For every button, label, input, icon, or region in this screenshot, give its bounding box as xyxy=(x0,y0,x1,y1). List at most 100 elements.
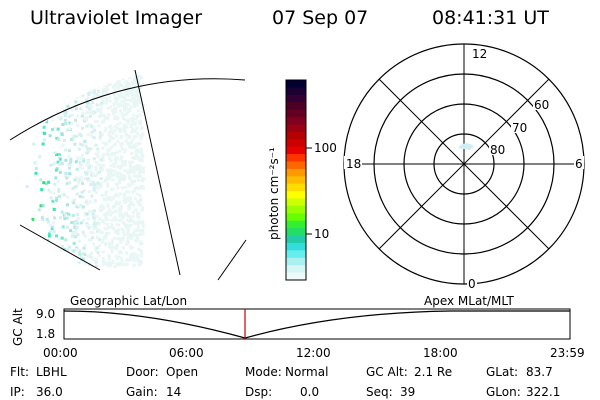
emission-pixel xyxy=(113,108,116,112)
emission-pixel xyxy=(80,167,84,171)
emission-pixel xyxy=(128,176,131,180)
emission-pixel xyxy=(79,107,83,111)
emission-pixel xyxy=(123,126,127,130)
emission-pixel xyxy=(135,103,139,107)
emission-pixel xyxy=(76,86,80,90)
emission-pixel xyxy=(83,70,87,72)
emission-pixel xyxy=(138,66,141,69)
polar-label-bg-80 xyxy=(489,142,507,155)
emission-pixel xyxy=(118,201,122,205)
emission-pixel xyxy=(100,156,104,159)
emission-pixel xyxy=(109,213,113,217)
emission-pixel xyxy=(101,93,105,97)
time-label: 08:41:31 UT xyxy=(432,7,549,29)
emission-pixel xyxy=(57,237,61,241)
emission-pixel xyxy=(91,96,95,100)
emission-pixel xyxy=(132,264,136,267)
emission-pixel xyxy=(76,181,80,185)
emission-pixel xyxy=(61,80,65,84)
emission-pixel xyxy=(134,142,138,146)
emission-pixel xyxy=(141,166,145,170)
emission-pixel xyxy=(36,264,40,268)
emission-pixel xyxy=(83,234,87,238)
emission-pixel xyxy=(43,98,47,102)
emission-pixel xyxy=(51,199,55,203)
emission-pixel xyxy=(78,90,82,94)
emission-pixel xyxy=(74,184,78,188)
emission-pixel xyxy=(85,105,89,109)
emission-pixel xyxy=(107,131,111,135)
timeline-x-tick-2: 12:00 xyxy=(296,346,331,360)
emission-pixel xyxy=(121,116,125,120)
emission-pixel xyxy=(96,163,100,167)
emission-pixel xyxy=(47,234,51,238)
emission-pixel xyxy=(122,194,126,198)
emission-pixel xyxy=(118,130,122,134)
emission-pixel xyxy=(122,95,126,99)
emission-pixel xyxy=(136,163,140,167)
emission-pixel xyxy=(52,191,56,195)
emission-pixel xyxy=(92,157,96,161)
emission-pixel xyxy=(62,139,66,142)
emission-pixel xyxy=(67,100,71,104)
emission-pixel xyxy=(83,177,87,181)
emission-pixel xyxy=(57,153,61,157)
emission-pixel xyxy=(90,125,94,129)
emission-pixel xyxy=(107,231,111,235)
emission-pixel xyxy=(48,223,52,227)
emission-pixel xyxy=(131,246,134,250)
emission-pixel xyxy=(99,111,103,115)
emission-pixel xyxy=(88,104,92,108)
emission-pixel xyxy=(137,172,141,176)
emission-pixel xyxy=(73,222,77,226)
emission-pixel xyxy=(123,87,127,91)
emission-pixel xyxy=(49,163,53,167)
emission-pixel xyxy=(30,79,34,83)
emission-pixel xyxy=(119,166,122,170)
emission-pixel xyxy=(83,79,87,83)
emission-pixel xyxy=(55,67,58,70)
emission-pixel xyxy=(98,238,102,241)
emission-pixel xyxy=(102,67,105,70)
emission-pixel xyxy=(74,176,78,180)
emission-pixel xyxy=(99,206,103,210)
emission-pixel xyxy=(119,250,122,254)
color-scale-segment xyxy=(286,80,306,88)
emission-pixel xyxy=(51,118,55,122)
emission-pixel xyxy=(79,176,83,180)
emission-pixel xyxy=(99,78,103,82)
emission-pixel xyxy=(104,190,108,194)
polar-emission-spot xyxy=(458,143,474,150)
emission-pixel xyxy=(118,176,122,179)
emission-pixel xyxy=(73,225,76,229)
emission-pixel xyxy=(68,95,72,99)
emission-pixel xyxy=(94,152,98,156)
emission-pixel xyxy=(28,100,32,104)
emission-pixel xyxy=(64,74,67,78)
emission-pixel xyxy=(121,114,125,117)
emission-pixel xyxy=(92,126,96,130)
emission-pixel xyxy=(132,231,136,235)
emission-pixel xyxy=(114,134,118,138)
emission-pixel xyxy=(71,82,75,86)
emission-pixel xyxy=(52,74,56,78)
emission-pixel xyxy=(116,123,120,126)
emission-pixel xyxy=(133,98,137,102)
emission-pixel xyxy=(113,215,117,219)
emission-pixel xyxy=(102,197,106,201)
color-scale-segment xyxy=(286,250,306,259)
emission-pixel xyxy=(107,244,111,248)
emission-pixel xyxy=(129,123,133,127)
emission-pixel xyxy=(61,193,65,197)
emission-pixel xyxy=(138,101,142,105)
emission-pixel xyxy=(91,110,95,113)
emission-pixel xyxy=(65,203,69,207)
emission-pixel xyxy=(113,142,117,146)
emission-pixel xyxy=(127,70,131,72)
emission-pixel xyxy=(89,78,93,82)
emission-pixel xyxy=(63,193,66,197)
emission-pixel xyxy=(68,115,72,118)
emission-pixel xyxy=(80,153,84,157)
emission-pixel xyxy=(89,180,93,184)
emission-pixel xyxy=(133,100,137,104)
